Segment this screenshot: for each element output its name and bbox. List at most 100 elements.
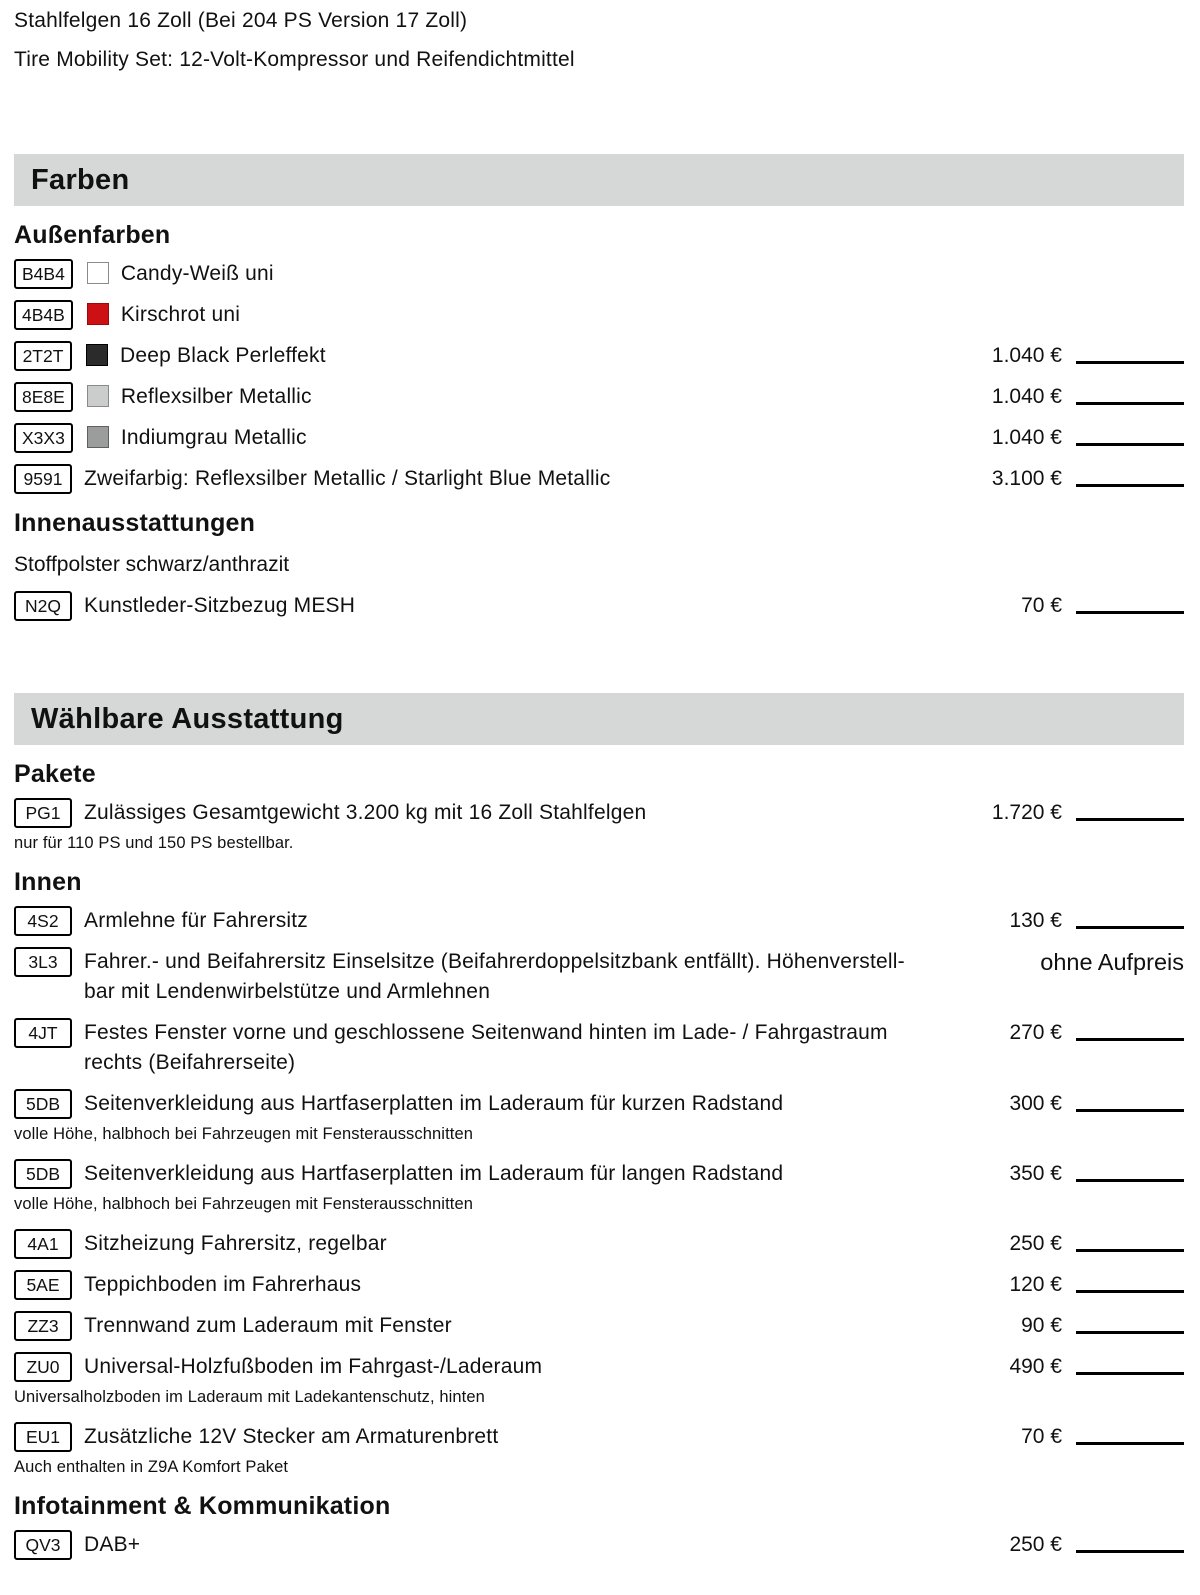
price-fill-line <box>1076 443 1184 446</box>
price-fill-line <box>1076 818 1184 821</box>
option-footnote: volle Höhe, halbhoch bei Fahrzeugen mit … <box>14 1125 473 1143</box>
option-code-badge: PG1 <box>14 798 72 828</box>
option-row: 5DB Seitenverkleidung aus Hartfaserplatte… <box>14 1159 1184 1189</box>
price-fill-line <box>1076 926 1184 929</box>
option-price-block: 1.040 € <box>974 423 1184 453</box>
heading-aussenfarben: Außenfarben <box>14 221 171 249</box>
option-footnote: volle Höhe, halbhoch bei Fahrzeugen mit … <box>14 1195 473 1213</box>
option-price-block: 250 € <box>974 1530 1184 1560</box>
option-code-badge: QV3 <box>14 1530 72 1560</box>
option-code-badge: B4B4 <box>14 259 73 289</box>
option-label: Universal-Holzfußboden im Fahrgast-/Lade… <box>84 1355 543 1378</box>
option-price: 90 € <box>1021 1314 1062 1337</box>
price-fill-line <box>1076 1550 1184 1553</box>
option-code-badge: EU1 <box>14 1422 72 1452</box>
section-title: Wählbare Ausstattung <box>31 703 344 735</box>
heading-innen: Innen <box>14 868 82 896</box>
pakete-options-list: PG1 Zulässiges Gesamtgewicht 3.200 kg mit… <box>14 798 1184 853</box>
option-code-badge: 8E8E <box>14 382 73 412</box>
option-price-block: 3.100 € <box>974 464 1184 494</box>
heading-infotainment-kommunikation: Infotainment & Kommunikation <box>14 1492 391 1520</box>
price-fill-line <box>1076 1249 1184 1252</box>
color-swatch <box>86 426 109 448</box>
option-price: 1.720 € <box>991 801 1062 824</box>
option-row: N2Q Kunstleder-Sitzbezug MESH 70 € <box>14 591 1184 621</box>
option-price: 120 € <box>1009 1273 1062 1296</box>
price-fill-line <box>1076 1442 1184 1445</box>
option-row: ZZ3 Trennwand zum Laderaum mit Fenster 90 … <box>14 1311 1184 1341</box>
option-label: Zusätzliche 12V Stecker am Armaturenbret… <box>84 1425 499 1448</box>
option-label: Seitenverkleidung aus Hartfaserplatten i… <box>84 1092 784 1115</box>
exterior-colors-list: B4B4 Candy-Weiß uni 4B4B Kirschrot uni 2T2T D… <box>14 259 1184 494</box>
price-fill-line <box>1076 1331 1184 1334</box>
color-swatch <box>86 344 108 366</box>
color-swatch <box>86 262 109 284</box>
option-price: 490 € <box>1009 1355 1062 1378</box>
option-price-block: 300 € <box>974 1089 1184 1119</box>
option-price-block: 250 € <box>974 1229 1184 1259</box>
price-fill-line <box>1076 1372 1184 1375</box>
option-price: 1.040 € <box>991 426 1062 449</box>
heading-pakete: Pakete <box>14 760 96 788</box>
option-row: PG1 Zulässiges Gesamtgewicht 3.200 kg mit… <box>14 798 1184 828</box>
innen-options-list: 4S2 Armlehne für Fahrersitz 130 € 3L3 Fahrer… <box>14 906 1184 1477</box>
option-label: Reflexsilber Metallic <box>120 385 312 408</box>
option-price-block: 70 € <box>974 591 1184 621</box>
option-label: Indiumgrau Metallic <box>120 426 307 449</box>
option-label: Festes Fenster vorne und geschlossene Se… <box>84 1021 888 1074</box>
option-code-badge: 5AE <box>14 1270 72 1300</box>
option-price-block: 90 € <box>974 1311 1184 1341</box>
option-price: 300 € <box>1009 1092 1062 1115</box>
option-row: B4B4 Candy-Weiß uni <box>14 259 1184 289</box>
option-row: 2T2T Deep Black Perleffekt 1.040 € <box>14 341 1184 371</box>
option-code-badge: 5DB <box>14 1089 72 1119</box>
heading-innenausstattungen: Innenausstattungen <box>14 509 256 537</box>
option-row: 3L3 Fahrer.- und Beifahrersitz Einselsitz… <box>14 947 1184 1007</box>
option-price-block: 1.040 € <box>974 341 1184 371</box>
section-header-farben: Farben <box>14 154 1184 206</box>
option-price-block: 130 € <box>974 906 1184 936</box>
option-code-badge: N2Q <box>14 591 72 621</box>
price-fill-line <box>1076 1290 1184 1293</box>
option-row: ZU0 Universal-Holzfußboden im Fahrgast-/L… <box>14 1352 1184 1382</box>
option-label: DAB+ <box>84 1533 141 1556</box>
option-row: 4A1 Sitzheizung Fahrersitz, regelbar 250 € <box>14 1229 1184 1259</box>
option-price: 250 € <box>1009 1533 1062 1556</box>
price-fill-line <box>1076 1179 1184 1182</box>
option-price-block: 120 € <box>974 1270 1184 1300</box>
option-label: Zulässiges Gesamtgewicht 3.200 kg mit 16… <box>84 801 647 824</box>
option-price: 1.040 € <box>991 385 1062 408</box>
option-row: QV3 DAB+ 250 € <box>14 1530 1184 1560</box>
infotainment-options-list: QV3 DAB+ 250 € <box>14 1530 1184 1560</box>
option-row: 5AE Teppichboden im Fahrerhaus 120 € <box>14 1270 1184 1300</box>
option-row: 4S2 Armlehne für Fahrersitz 130 € <box>14 906 1184 936</box>
option-row: EU1 Zusätzliche 12V Stecker am Armaturenb… <box>14 1422 1184 1452</box>
option-price: 1.040 € <box>991 344 1062 367</box>
section-header-waehlbare-ausstattung: Wählbare Ausstattung <box>14 693 1184 745</box>
option-label: Fahrer.- und Beifahrersitz Einselsitze (… <box>84 950 905 1003</box>
option-label: Sitzheizung Fahrersitz, regelbar <box>84 1232 387 1255</box>
option-row: 5DB Seitenverkleidung aus Hartfaserplatte… <box>14 1089 1184 1119</box>
option-label: Kirschrot uni <box>120 303 241 326</box>
option-price: 70 € <box>1021 594 1062 617</box>
option-code-badge: 4JT <box>14 1018 72 1048</box>
interior-options-list: N2Q Kunstleder-Sitzbezug MESH 70 € <box>14 591 1184 621</box>
option-code-badge: 4B4B <box>14 300 73 330</box>
price-fill-line <box>1076 1038 1184 1041</box>
option-price: 350 € <box>1009 1162 1062 1185</box>
option-label: Seitenverkleidung aus Hartfaserplatten i… <box>84 1162 784 1185</box>
price-fill-line <box>1076 402 1184 405</box>
option-footnote: Auch enthalten in Z9A Komfort Paket <box>14 1458 289 1476</box>
option-code-badge: ZU0 <box>14 1352 72 1382</box>
option-label: Deep Black Perleffekt <box>120 344 326 367</box>
intro-line-1: Stahlfelgen 16 Zoll (Bei 204 PS Version … <box>14 9 468 32</box>
option-price: 70 € <box>1021 1425 1062 1448</box>
option-row: 9591 Zweifarbig: Reflexsilber Metallic / … <box>14 464 1184 494</box>
color-swatch <box>86 385 109 407</box>
option-label: Kunstleder-Sitzbezug MESH <box>84 594 356 617</box>
option-price-block: 490 € <box>974 1352 1184 1382</box>
option-code-badge: 4A1 <box>14 1229 72 1259</box>
intro-line-2: Tire Mobility Set: 12-Volt-Kompressor un… <box>14 48 575 71</box>
price-fill-line <box>1076 611 1184 614</box>
